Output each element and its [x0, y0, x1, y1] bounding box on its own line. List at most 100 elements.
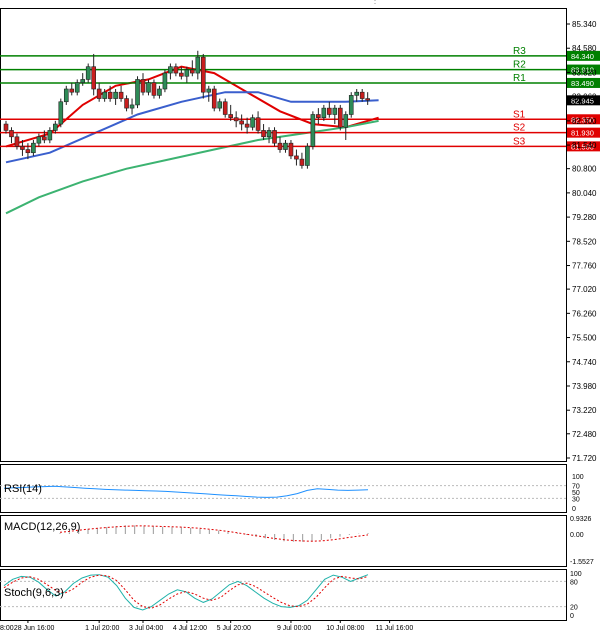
candle-body [96, 88, 102, 99]
price-tick-label: 75.500 [572, 334, 597, 343]
pivot-level-name: R2 [513, 60, 526, 71]
candle-body [228, 114, 233, 118]
candle-body [299, 158, 305, 166]
candle-body [135, 79, 140, 106]
stoch-tick-label: 20 [570, 605, 578, 612]
macd-tick-label: -1.5527 [570, 559, 594, 566]
pivot-level-value: 81.930 [571, 129, 594, 138]
macd-label: MACD(12,26,9) [4, 521, 80, 533]
candle-body [332, 107, 338, 115]
candle-body [211, 88, 217, 109]
candle-body [348, 95, 354, 115]
stoch-label: Stoch(9,6,3) [4, 587, 64, 599]
candle-body [47, 130, 53, 141]
price-tick-label: 77.760 [572, 262, 597, 271]
candle-body [310, 114, 316, 147]
pivot-level-tag [567, 141, 600, 152]
candle-body [266, 130, 272, 138]
candle-body [113, 91, 118, 99]
pivot-level-name: S3 [513, 136, 526, 147]
candle-body [200, 56, 206, 93]
pivot-level-value: 83.910 [571, 66, 594, 75]
candle-body [255, 117, 261, 131]
candle-body [173, 66, 179, 74]
candle-body [107, 91, 113, 99]
candle-body [3, 123, 9, 131]
grid-layer [0, 0, 567, 621]
indicator-layer: RSI(14) MACD(12,26,9) Stoch(9,6,3) [0, 483, 566, 611]
candle-body [91, 66, 96, 90]
pivot-level-name: R1 [513, 73, 526, 84]
candle-body [195, 56, 201, 74]
macd-tick-label: 0.9326 [570, 516, 592, 523]
candle-body [305, 146, 310, 166]
macd-tick-label: 0.00 [570, 532, 584, 539]
candle-body [277, 142, 283, 150]
pivot-level-tag [567, 50, 600, 61]
pane-frame [0, 515, 567, 567]
price-tick-label: 80.800 [572, 165, 597, 174]
candle-body [162, 72, 168, 90]
candle-body [316, 114, 321, 118]
rsi-tick-label: 30 [572, 496, 580, 503]
candle-body [233, 117, 239, 122]
price-tick-label: 79.280 [572, 213, 597, 222]
time-label-clipped: 8:00 [0, 625, 14, 632]
pane-frame [0, 8, 567, 462]
price-tick-label: 78.520 [572, 237, 597, 246]
price-tick-label: 74.740 [572, 358, 597, 367]
price-tick-label: 83.060 [572, 93, 597, 102]
candle-body [118, 91, 124, 99]
pane-frame [0, 464, 567, 513]
candle-body [9, 130, 14, 138]
price-tick-label: 81.540 [572, 141, 597, 150]
axis-layer: 85.340 84.580 83.820 83.060 82.300 81.540 80.8… [0, 20, 597, 632]
price-tick-label: 82.300 [572, 117, 597, 126]
moving-average-line [5, 119, 379, 215]
candle-body [343, 114, 349, 128]
time-tick-label: 5 Jul 20:00 [217, 625, 251, 632]
moving-average-line [5, 91, 379, 164]
candle-body [190, 69, 195, 74]
time-tick-label: 1 Jul 20:00 [85, 625, 119, 632]
price-tick-label: 76.260 [572, 309, 597, 318]
candle-body [20, 146, 25, 150]
candle-body [327, 107, 332, 115]
pivot-level-tag [567, 127, 600, 138]
candle-body [321, 107, 327, 118]
candle-body [250, 117, 255, 128]
candle-body [157, 88, 162, 96]
pane-frame [0, 569, 567, 621]
pivot-level-tag [567, 114, 600, 125]
candle-body [124, 98, 129, 109]
pivot-level-value: 82.350 [571, 115, 594, 124]
candle-body [25, 149, 31, 154]
candle-body [31, 142, 36, 154]
candle-body [359, 91, 365, 99]
candle-body [74, 82, 80, 93]
price-tick-label: 73.980 [572, 382, 597, 391]
stoch-tick-label: 100 [570, 571, 582, 578]
candle-body [184, 69, 190, 77]
candle-body [140, 79, 146, 93]
time-tick-label: 4 Jul 12:00 [173, 625, 207, 632]
candle-body [222, 101, 228, 115]
candle-body [294, 155, 299, 160]
stoch-tick-label: 0 [570, 613, 574, 620]
candle-body [36, 136, 42, 144]
candle-body [42, 136, 47, 141]
candle-body [206, 88, 212, 93]
candle-body [244, 123, 250, 128]
rsi-line [3, 485, 369, 498]
candle-body [129, 104, 135, 109]
candle-body [14, 136, 20, 147]
macd-signal-line [59, 525, 369, 542]
rsi-label: RSI(14) [4, 483, 42, 495]
stoch-k-line [3, 574, 369, 611]
candle-body [272, 130, 277, 144]
price-tick-label: 72.480 [572, 430, 597, 439]
current-price-value: 82.945 [571, 96, 594, 105]
